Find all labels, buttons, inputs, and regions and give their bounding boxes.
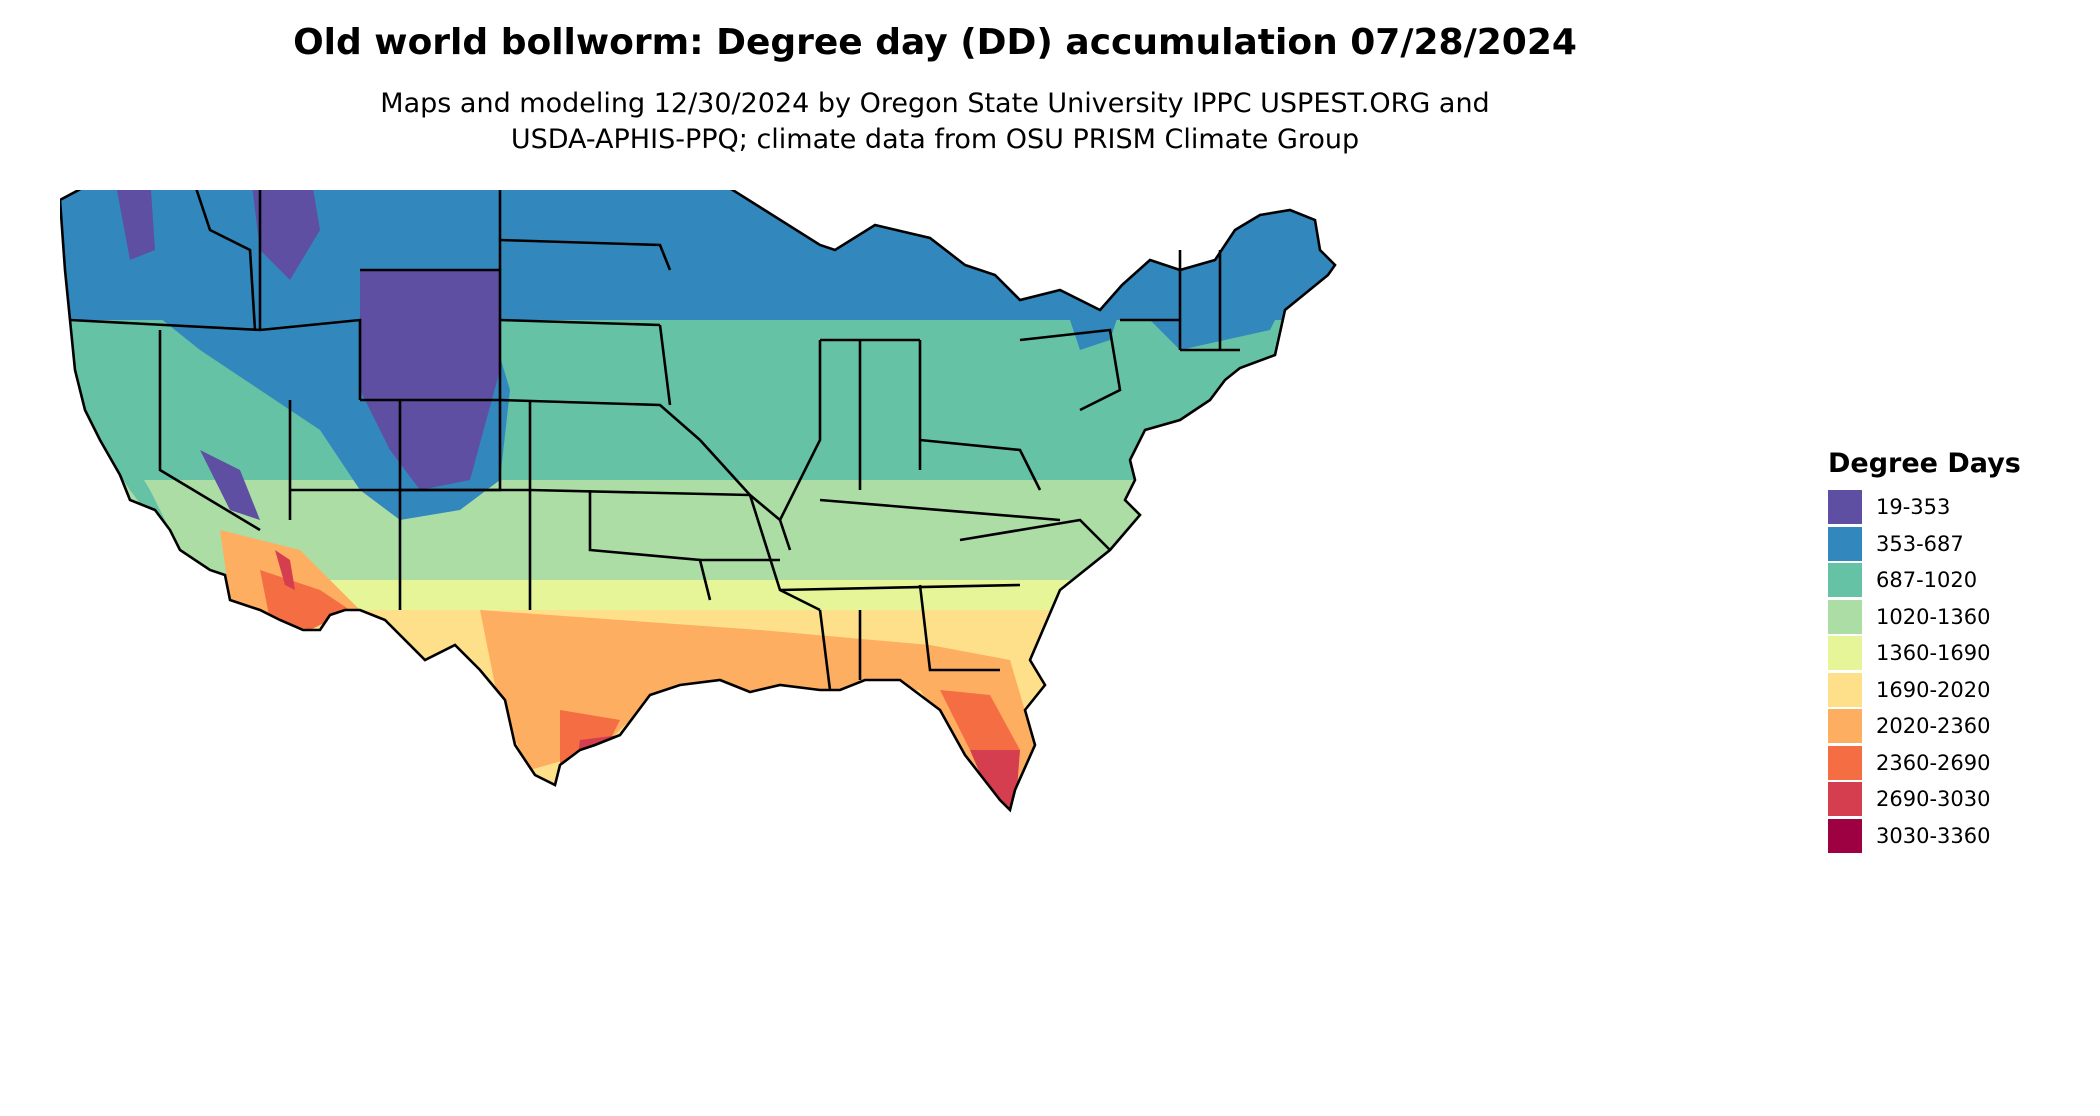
legend-item: 2360-2690 [1828, 745, 2088, 782]
legend-item: 3030-3360 [1828, 818, 2088, 855]
subtitle-line-1: Maps and modeling 12/30/2024 by Oregon S… [380, 88, 1490, 119]
legend-label: 2020-2360 [1876, 714, 1991, 739]
legend-swatch [1828, 782, 1862, 817]
legend-item: 2690-3030 [1828, 781, 2088, 818]
legend-label: 353-687 [1876, 531, 1964, 556]
legend-item: 2020-2360 [1828, 708, 2088, 745]
legend-swatch [1828, 526, 1862, 561]
subtitle-line-2: USDA-APHIS-PPQ; climate data from OSU PR… [510, 124, 1360, 155]
map-subtitle: Maps and modeling 12/30/2024 by Oregon S… [0, 86, 1870, 158]
legend-item: 19-353 [1828, 489, 2088, 526]
legend-items: 19-353 353-687 687-1020 1020-1360 1360-1… [1828, 489, 2088, 854]
legend-swatch [1828, 599, 1862, 634]
legend-label: 19-353 [1876, 495, 1951, 520]
legend-swatch [1828, 745, 1862, 780]
legend-label: 2360-2690 [1876, 750, 1991, 775]
us-degree-day-map [60, 190, 1337, 813]
legend-swatch [1828, 490, 1862, 525]
legend-swatch [1828, 818, 1862, 853]
legend-swatch [1828, 563, 1862, 598]
legend-item: 687-1020 [1828, 562, 2088, 599]
legend-swatch [1828, 672, 1862, 707]
legend-label: 2690-3030 [1876, 787, 1991, 812]
legend-swatch [1828, 636, 1862, 671]
legend-label: 1020-1360 [1876, 604, 1991, 629]
map-title: Old world bollworm: Degree day (DD) accu… [293, 22, 1577, 63]
legend: Degree Days 19-353 353-687 687-1020 1020… [1828, 448, 2088, 854]
legend-title: Degree Days [1828, 448, 2021, 479]
legend-swatch [1828, 709, 1862, 744]
legend-item: 353-687 [1828, 526, 2088, 563]
legend-label: 1690-2020 [1876, 677, 1991, 702]
legend-item: 1020-1360 [1828, 599, 2088, 636]
legend-label: 687-1020 [1876, 568, 1978, 593]
legend-item: 1690-2020 [1828, 672, 2088, 709]
legend-label: 3030-3360 [1876, 823, 1991, 848]
legend-label: 1360-1690 [1876, 641, 1991, 666]
legend-item: 1360-1690 [1828, 635, 2088, 672]
